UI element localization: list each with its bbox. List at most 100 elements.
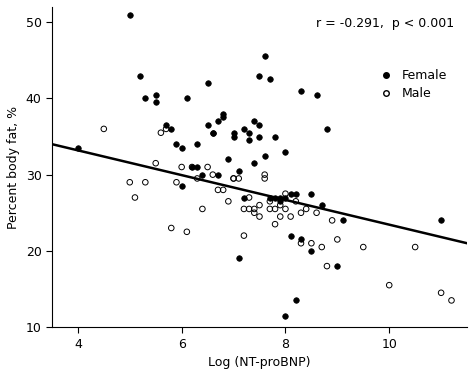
Point xyxy=(230,130,237,136)
Point xyxy=(339,217,346,223)
Point xyxy=(438,217,445,223)
Point xyxy=(308,248,315,254)
Point xyxy=(276,198,284,204)
Point xyxy=(219,187,227,193)
Point xyxy=(255,73,263,79)
Point xyxy=(255,122,263,128)
Point xyxy=(255,214,263,220)
Point xyxy=(266,194,273,200)
Point xyxy=(250,210,258,216)
Point xyxy=(188,164,196,170)
Point xyxy=(162,122,170,128)
Point xyxy=(297,210,305,216)
Point xyxy=(126,179,134,185)
Point xyxy=(204,122,211,128)
Point xyxy=(142,179,149,185)
Point xyxy=(178,164,185,170)
Point xyxy=(292,198,300,204)
Point xyxy=(323,126,331,132)
Point xyxy=(271,221,279,227)
Point xyxy=(246,130,253,136)
Point xyxy=(100,126,108,132)
Point xyxy=(152,160,159,166)
Point xyxy=(282,191,289,197)
Point xyxy=(235,255,243,261)
Point xyxy=(282,194,289,200)
Point xyxy=(193,141,201,147)
Point xyxy=(261,176,268,182)
Point xyxy=(292,297,300,303)
Point xyxy=(173,179,180,185)
Point xyxy=(162,126,170,132)
Point xyxy=(246,194,253,200)
Point xyxy=(292,191,300,197)
Point xyxy=(199,206,206,212)
Point xyxy=(178,145,185,151)
Point xyxy=(250,160,258,166)
Point xyxy=(266,206,273,212)
Point xyxy=(438,290,445,296)
Point xyxy=(246,137,253,143)
Text: r = -0.291,  p < 0.001: r = -0.291, p < 0.001 xyxy=(317,17,455,30)
Point xyxy=(261,53,268,59)
Point xyxy=(167,126,175,132)
Point xyxy=(240,194,248,200)
Point xyxy=(199,171,206,177)
Point xyxy=(261,153,268,159)
Point xyxy=(323,263,331,269)
Point xyxy=(230,133,237,139)
Point xyxy=(255,202,263,208)
Point xyxy=(142,96,149,102)
Point xyxy=(448,297,456,303)
Point xyxy=(328,217,336,223)
Point xyxy=(214,171,222,177)
Point xyxy=(359,244,367,250)
Point xyxy=(173,141,180,147)
Point xyxy=(318,244,326,250)
X-axis label: Log (NT-proBNP): Log (NT-proBNP) xyxy=(208,356,311,369)
Point xyxy=(271,194,279,200)
Point xyxy=(209,130,217,136)
Point xyxy=(230,176,237,182)
Point xyxy=(131,194,139,200)
Point xyxy=(297,240,305,246)
Point xyxy=(287,191,294,197)
Y-axis label: Percent body fat, %: Percent body fat, % xyxy=(7,105,20,229)
Point xyxy=(255,133,263,139)
Point xyxy=(157,130,164,136)
Point xyxy=(178,183,185,189)
Point xyxy=(240,206,248,212)
Point xyxy=(282,206,289,212)
Point xyxy=(235,176,243,182)
Point xyxy=(167,225,175,231)
Point xyxy=(308,191,315,197)
Point xyxy=(193,176,201,182)
Point xyxy=(204,80,211,86)
Point xyxy=(308,240,315,246)
Point xyxy=(318,202,326,208)
Point xyxy=(271,133,279,139)
Point xyxy=(261,171,268,177)
Point xyxy=(219,114,227,120)
Point xyxy=(297,88,305,94)
Point xyxy=(313,210,320,216)
Point xyxy=(214,187,222,193)
Point xyxy=(266,76,273,82)
Point xyxy=(235,168,243,174)
Point xyxy=(137,73,144,79)
Point xyxy=(411,244,419,250)
Point xyxy=(313,92,320,98)
Point xyxy=(276,214,284,220)
Point xyxy=(126,12,134,18)
Point xyxy=(152,99,159,105)
Legend: Female, Male: Female, Male xyxy=(368,64,453,105)
Point xyxy=(225,198,232,204)
Point xyxy=(183,96,191,102)
Point xyxy=(276,202,284,208)
Point xyxy=(240,233,248,239)
Point xyxy=(193,164,201,170)
Point xyxy=(276,194,284,200)
Point xyxy=(282,149,289,155)
Point xyxy=(240,126,248,132)
Point xyxy=(152,92,159,98)
